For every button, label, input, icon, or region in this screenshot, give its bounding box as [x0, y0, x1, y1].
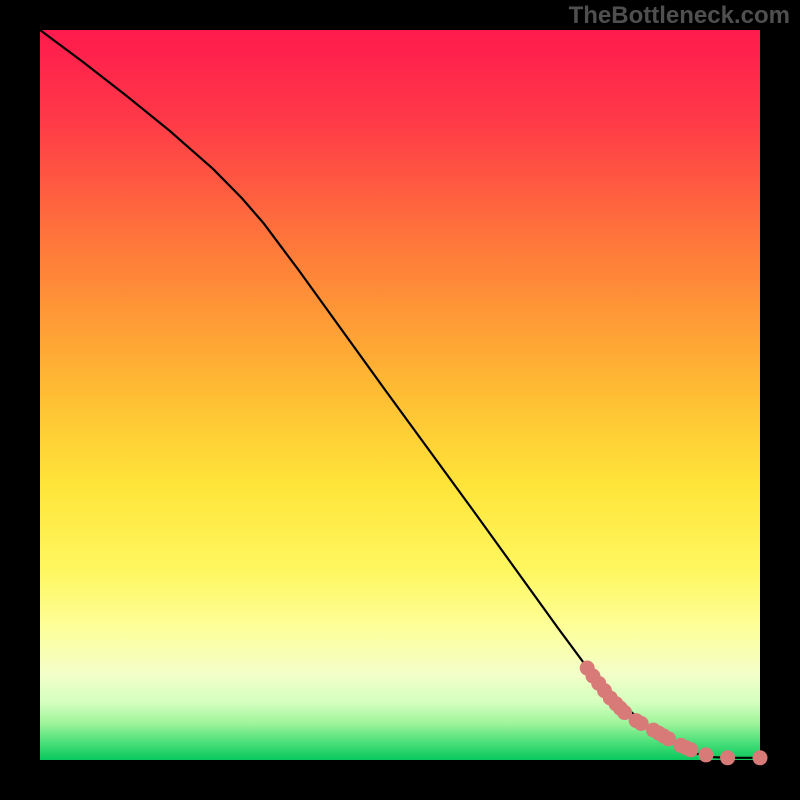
gradient-plot-area [40, 30, 760, 760]
watermark-text: TheBottleneck.com [569, 2, 790, 30]
